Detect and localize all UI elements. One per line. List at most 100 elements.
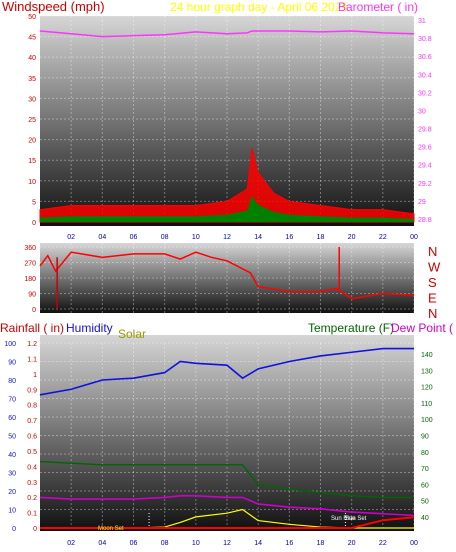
humidity-tick-label: 80 [8,378,16,385]
windspeed-tick-label: 50 [28,14,36,21]
dewpoint-line [39,495,415,517]
windspeed-tick-label: 35 [28,76,36,83]
temperature-tick-label: 80 [421,450,429,457]
temperature-tick-label: 140 [421,352,433,359]
x-tick-label: 04 [98,540,106,547]
temperature-tick-label: 50 [421,499,429,506]
chart-title: 24 hour graph day - April 06 2025 [170,0,348,14]
temperature-tick-label: 100 [421,417,433,424]
barometer-ticks: 31 30.8 30.6 30.4 30.2 30 29.8 29.6 29.4 29.2 29 28… [418,18,432,224]
x-tick-label: 08 [161,234,169,241]
rainfall-tick-label: 0.3 [27,480,37,487]
temperature-tick-label: 40 [421,515,429,522]
humidity-tick-label: 20 [8,489,16,496]
rainfall-tick-label: 0.6 [27,434,37,441]
barometer-axis-label: Barometer ( in) [338,0,418,14]
humidity-tick-label: 100 [4,341,16,348]
humidity-tick-label: 60 [8,415,16,422]
barometer-tick-label: 30.4 [418,72,432,79]
solar-axis-label: Solar [118,327,146,341]
x-tick-label: 06 [130,540,138,547]
x-tick-label: 02 [67,540,75,547]
panel1-background [40,16,414,226]
rainfall-tick-label: 0 [33,526,37,533]
sun-rise-label: Sun Rise [331,516,356,522]
x-tick-label: 10 [192,540,200,547]
rainfall-tick-label: 0.8 [27,403,37,410]
compass-label: E [428,291,437,306]
x-tick-label: 16 [285,540,293,547]
compass-label: W [428,260,441,275]
direction-tick-label: 90 [28,292,36,299]
rainfall-tick-label: 0.9 [27,387,37,394]
temperature-tick-label: 60 [421,482,429,489]
rainfall-tick-label: 1.1 [27,356,37,363]
x-tick-label: 06 [130,234,138,241]
windspeed-tick-label: 25 [28,117,36,124]
humidity-tick-label: 0 [12,526,16,533]
x-tick-label: 22 [379,234,387,241]
rainfall-tick-label: 0.2 [27,495,37,502]
x-tick-label: 22 [379,540,387,547]
windspeed-tick-label: 45 [28,35,36,42]
panel2-series [39,247,415,309]
windspeed-tick-label: 15 [28,158,36,165]
barometer-tick-label: 29.6 [418,145,432,152]
rainfall-axis-label: Rainfall ( in) [0,321,64,335]
windspeed-tick-label: 10 [28,179,36,186]
rainfall-ticks: 1.2 1.1 1 0.9 0.8 0.7 0.6 0.5 0.4 0.3 0.2 0.1 0 [27,341,37,533]
x-tick-label: 18 [317,234,325,241]
barometer-tick-label: 29.4 [418,163,432,170]
windspeed-axis-label: Windspeed (mph) [2,0,105,14]
moon-set-label: Moon Set [98,526,124,532]
barometer-tick-label: 28.8 [418,217,432,224]
direction-tick-label: 0 [32,307,36,314]
x-tick-label: 02 [67,234,75,241]
windspeed-tick-label: 30 [28,96,36,103]
rainfall-tick-label: 0.5 [27,449,37,456]
x-tick-label: 10 [192,234,200,241]
rainfall-line [40,516,415,529]
rainfall-tick-label: 1.2 [27,341,37,348]
rainfall-tick-label: 0.4 [27,464,37,471]
temperature-axis-label: Temperature (F) [308,321,394,335]
temperature-tick-label: 90 [421,434,429,441]
temperature-tick-label: 110 [421,401,432,408]
x-tick-label: 00 [410,540,418,547]
windspeed-area [39,147,415,223]
temperature-line [39,460,414,499]
panel1-x-ticks: 02 04 06 08 10 12 14 16 18 20 22 00 [67,234,418,241]
panel2-background [40,243,414,313]
windspeed-tick-label: 20 [28,138,36,145]
x-tick-label: 12 [223,234,231,241]
temperature-tick-label: 130 [421,368,433,375]
compass-label: N [428,306,437,321]
direction-ticks: 360 270 180 90 0 [24,245,36,314]
panel3-series [39,347,415,529]
sun-set-label: Sun Set [345,516,367,522]
dewpoint-axis-label: Dew Point ( [391,321,453,335]
panel1-series [39,30,415,223]
barometer-tick-label: 29.8 [418,127,432,134]
windspeed-tick-label: 0 [32,220,36,227]
barometer-line [39,30,415,38]
humidity-tick-label: 50 [8,434,16,441]
humidity-tick-label: 10 [8,508,16,515]
barometer-tick-label: 31 [418,18,426,25]
x-tick-label: 20 [348,540,356,547]
windspeed-tick-label: 5 [32,199,36,206]
compass-label: N [428,244,437,259]
temperature-tick-label: 70 [421,466,429,473]
temperature-tick-label: 120 [421,385,433,392]
x-tick-label: 14 [254,540,262,547]
wind-direction-line [39,251,415,300]
wind-average-area [40,196,414,222]
x-tick-label: 08 [161,540,169,547]
humidity-tick-label: 40 [8,452,16,459]
temperature-ticks: 140 130 120 110 100 90 80 70 60 50 40 [421,352,433,522]
barometer-tick-label: 29.2 [418,181,432,188]
